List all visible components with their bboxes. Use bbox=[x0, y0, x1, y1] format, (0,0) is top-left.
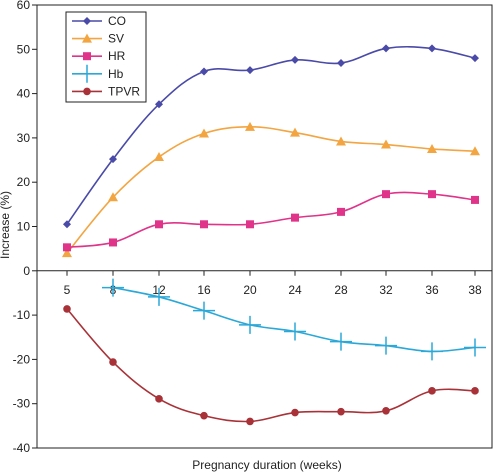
data-point-tpvr bbox=[246, 417, 254, 426]
data-point-sv bbox=[290, 127, 300, 137]
data-point-tpvr bbox=[337, 407, 345, 416]
legend-item-co: CO bbox=[72, 14, 126, 28]
legend-marker-tpvr bbox=[83, 87, 91, 96]
x-tick-label: 16 bbox=[197, 283, 211, 297]
y-tick-label: 20 bbox=[17, 175, 31, 189]
data-point-hb bbox=[193, 301, 215, 320]
x-axis-title: Pregnancy duration (weeks) bbox=[192, 458, 341, 472]
data-point-sv bbox=[154, 151, 164, 161]
data-point-hb bbox=[330, 332, 352, 351]
data-point-hb bbox=[284, 322, 306, 341]
legend-marker-hr bbox=[83, 52, 91, 61]
legend-item-tpvr: TPVR bbox=[72, 84, 140, 98]
x-tick-label: 36 bbox=[425, 283, 439, 297]
y-axis-title: Increase (%) bbox=[0, 191, 12, 259]
data-point-hb bbox=[421, 342, 443, 361]
data-point-sv bbox=[427, 143, 437, 153]
data-point-tpvr bbox=[109, 358, 117, 366]
y-tick-label: -40 bbox=[13, 441, 31, 455]
series-sv bbox=[62, 121, 480, 258]
data-point-tpvr bbox=[471, 387, 479, 395]
legend: CO SV HR Hb TPVR bbox=[65, 11, 147, 103]
data-point-tpvr bbox=[291, 408, 299, 417]
y-tick-label: -30 bbox=[13, 397, 31, 411]
legend-label-hb: Hb bbox=[108, 67, 124, 81]
x-tick-label: 32 bbox=[379, 283, 393, 297]
data-point-tpvr bbox=[382, 406, 390, 415]
data-point-hb bbox=[148, 287, 170, 306]
series-co bbox=[63, 44, 479, 229]
data-point-co bbox=[109, 155, 117, 164]
data-point-hb bbox=[239, 315, 261, 334]
data-point-hr bbox=[63, 243, 71, 252]
data-point-tpvr bbox=[155, 395, 163, 403]
series-layer bbox=[62, 44, 486, 426]
series-tpvr bbox=[63, 305, 479, 426]
series-line-tpvr bbox=[66, 308, 476, 423]
data-point-co bbox=[337, 59, 345, 68]
data-point-sv bbox=[245, 121, 255, 131]
data-point-hb bbox=[102, 278, 124, 297]
data-point-hr bbox=[291, 213, 299, 222]
data-point-sv bbox=[336, 136, 346, 146]
data-point-co bbox=[382, 44, 390, 53]
y-tick-label: -10 bbox=[13, 308, 31, 322]
series-hb bbox=[102, 278, 486, 361]
data-point-hr bbox=[155, 220, 163, 229]
data-point-tpvr bbox=[63, 305, 71, 313]
x-tick-label: 5 bbox=[64, 283, 71, 297]
data-point-tpvr bbox=[200, 411, 208, 420]
data-point-co bbox=[428, 44, 436, 53]
data-point-hr bbox=[428, 190, 436, 199]
x-tick-label: 20 bbox=[243, 283, 257, 297]
legend-item-hr: HR bbox=[72, 49, 126, 63]
data-point-co bbox=[246, 66, 254, 75]
y-tick-label: 50 bbox=[17, 42, 31, 56]
data-point-hr bbox=[337, 207, 345, 216]
series-line-hr bbox=[66, 191, 476, 249]
y-tick-label: 40 bbox=[17, 87, 31, 101]
data-point-sv bbox=[62, 248, 72, 258]
y-tick-label: 0 bbox=[23, 264, 30, 278]
data-point-hb bbox=[464, 338, 486, 357]
legend-label-co: CO bbox=[108, 14, 126, 28]
legend-marker-sv bbox=[82, 33, 92, 43]
legend-label-tpvr: TPVR bbox=[108, 84, 140, 98]
data-point-hr bbox=[382, 190, 390, 199]
y-tick-label: 30 bbox=[17, 131, 31, 145]
data-point-hr bbox=[246, 220, 254, 229]
legend-marker-co bbox=[83, 17, 91, 25]
data-point-sv bbox=[199, 128, 209, 138]
data-point-co bbox=[291, 55, 299, 64]
data-point-sv bbox=[108, 192, 118, 202]
legend-item-sv: SV bbox=[72, 32, 124, 46]
data-point-hr bbox=[109, 238, 117, 247]
data-point-hr bbox=[200, 220, 208, 229]
y-tick-label: 60 bbox=[17, 0, 31, 12]
legend-item-hb: Hb bbox=[72, 64, 124, 83]
data-point-hb bbox=[375, 336, 397, 355]
x-tick-label: 24 bbox=[288, 283, 302, 297]
x-tick-label: 28 bbox=[334, 283, 348, 297]
x-tick-label: 38 bbox=[468, 283, 482, 297]
series-line-sv bbox=[66, 126, 476, 254]
series-hr bbox=[63, 190, 479, 252]
legend-marker-hb bbox=[76, 64, 98, 83]
legend-label-sv: SV bbox=[108, 32, 124, 46]
data-point-co bbox=[471, 54, 479, 63]
data-point-co bbox=[155, 100, 163, 109]
data-point-sv bbox=[381, 139, 391, 149]
data-point-co bbox=[63, 220, 71, 229]
y-tick-label: -20 bbox=[13, 352, 31, 366]
data-point-sv bbox=[470, 146, 480, 156]
legend-label-hr: HR bbox=[108, 49, 126, 63]
y-tick-label: 10 bbox=[17, 220, 31, 234]
data-point-co bbox=[200, 67, 208, 76]
data-point-hr bbox=[471, 195, 479, 204]
series-line-co bbox=[66, 45, 476, 225]
data-point-tpvr bbox=[428, 387, 436, 395]
